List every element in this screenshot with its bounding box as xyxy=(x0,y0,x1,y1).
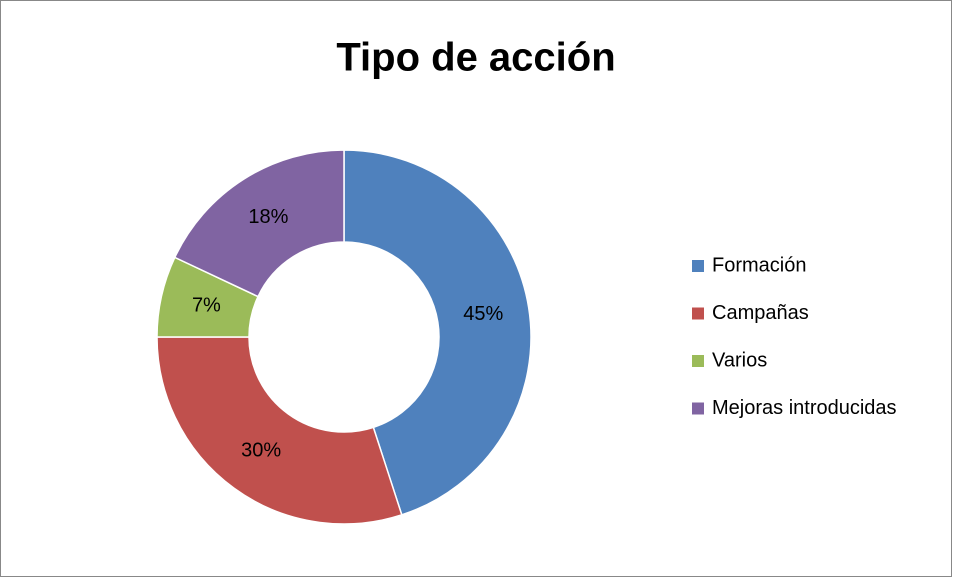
donut-slice xyxy=(343,149,532,516)
legend-label: Campañas xyxy=(712,302,809,324)
donut-slice xyxy=(156,336,403,525)
legend-swatch xyxy=(692,307,704,320)
legend-swatch xyxy=(692,402,704,415)
data-label: 7% xyxy=(192,295,221,317)
donut-slice xyxy=(173,149,345,298)
legend-label: Formación xyxy=(712,254,806,276)
data-label: 30% xyxy=(241,439,281,461)
legend-swatch xyxy=(692,355,704,367)
legend-label: Varios xyxy=(712,349,767,371)
chart-title: Tipo de acción xyxy=(336,36,615,80)
legend-swatch xyxy=(692,260,704,272)
legend-label: Mejoras introducidas xyxy=(712,397,897,419)
data-label: 45% xyxy=(463,303,503,325)
data-label: 18% xyxy=(248,206,288,228)
